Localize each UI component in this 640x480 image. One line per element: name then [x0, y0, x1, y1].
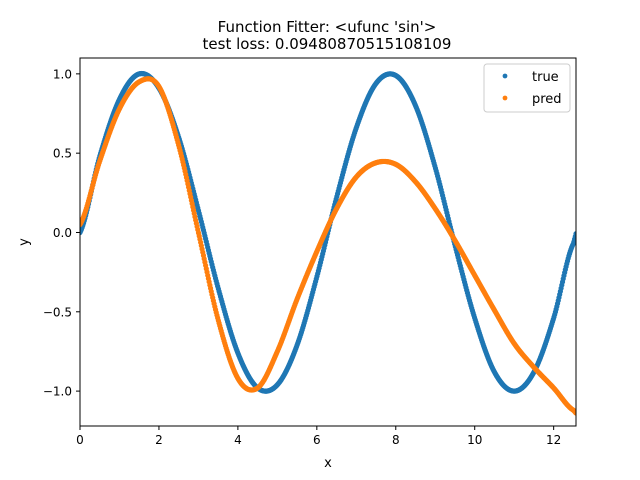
axes-frame — [79, 57, 577, 427]
x-tick-label: 8 — [392, 433, 400, 447]
y-axis: −1.0 −0.5 0.0 0.5 1.0 — [43, 67, 80, 399]
y-tick-label: −0.5 — [43, 305, 72, 319]
x-axis: 0 2 4 6 8 10 12 — [76, 426, 561, 447]
legend-label-true: true — [532, 70, 559, 85]
legend-marker-true — [502, 73, 508, 79]
y-tick-label: 0.5 — [53, 147, 72, 161]
data-point-true — [573, 231, 576, 237]
y-axis-label: y — [17, 238, 32, 246]
x-tick-label: 2 — [155, 433, 163, 447]
plot-area — [80, 70, 576, 416]
chart-title: Function Fitter: <ufunc 'sin'> — [218, 18, 437, 36]
y-tick-label: 1.0 — [53, 67, 72, 81]
y-tick-label: 0.0 — [53, 226, 72, 240]
x-tick-label: 6 — [313, 433, 321, 447]
legend-label-pred: pred — [532, 92, 562, 107]
x-tick-label: 4 — [234, 433, 242, 447]
legend-marker-pred — [502, 95, 508, 101]
series-pred — [80, 76, 576, 416]
x-tick-label: 12 — [546, 433, 561, 447]
chart-subtitle: test loss: 0.09480870515108109 — [203, 35, 452, 53]
y-tick-label: −1.0 — [43, 385, 72, 399]
legend: true pred — [483, 63, 571, 113]
data-point-pred — [573, 410, 576, 416]
x-axis-label: x — [324, 456, 332, 471]
x-tick-label: 10 — [467, 433, 482, 447]
x-tick-label: 0 — [76, 433, 84, 447]
